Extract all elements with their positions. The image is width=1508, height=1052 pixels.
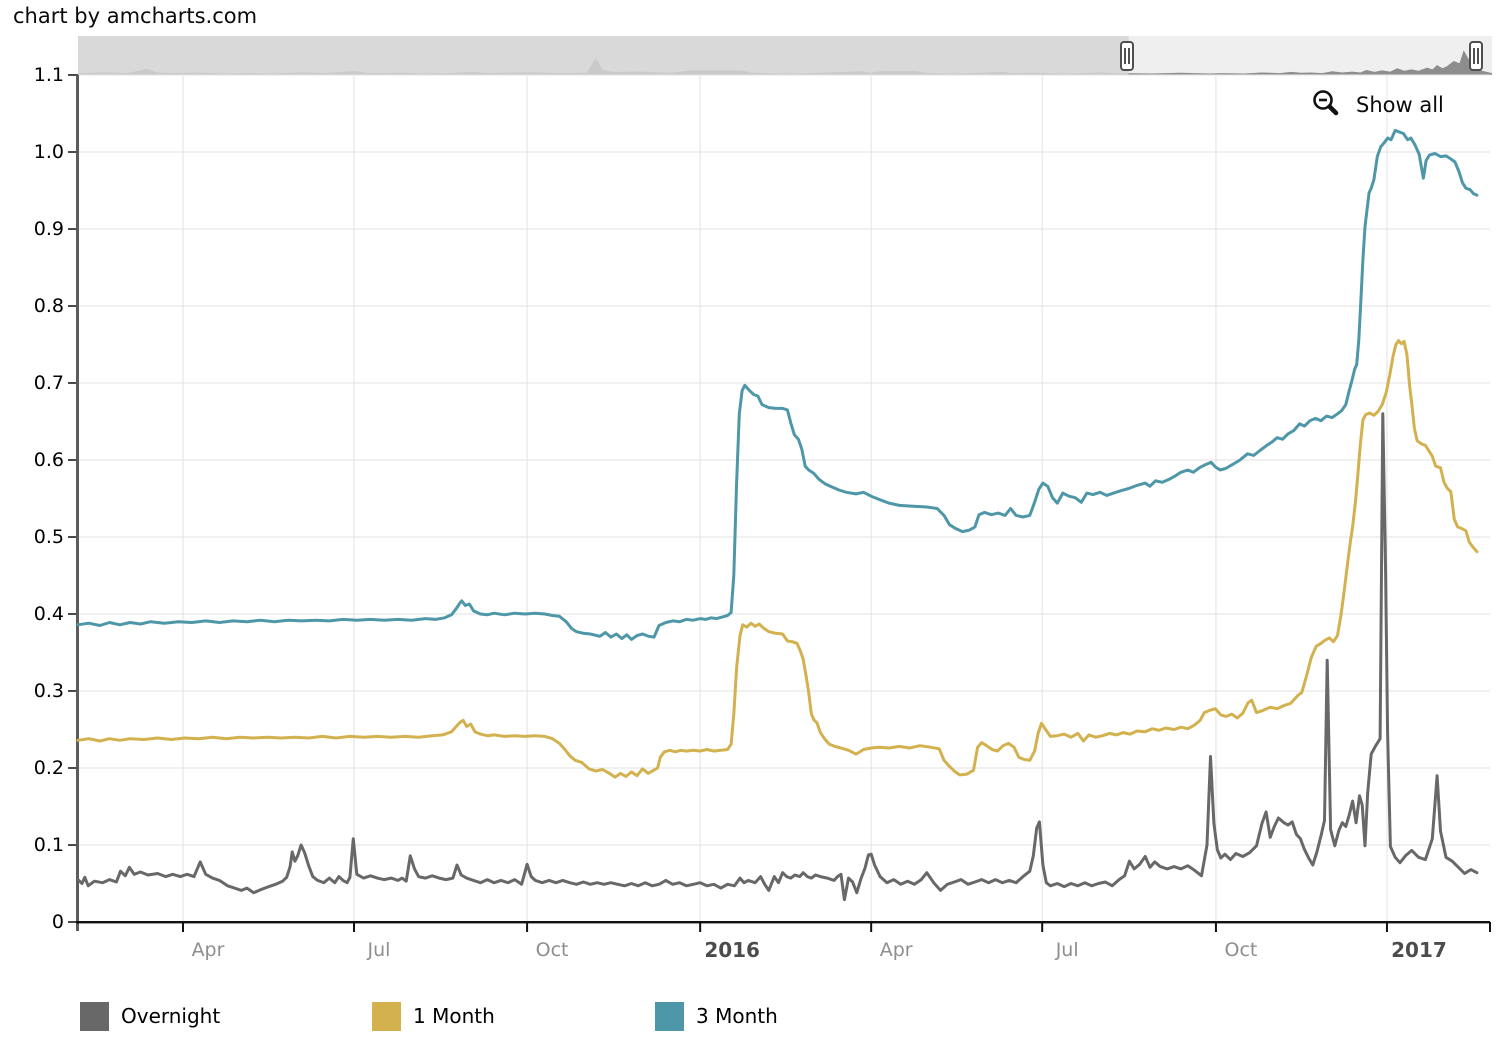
y-axis-label: 0.9 bbox=[33, 218, 64, 240]
y-axis-label: 0.6 bbox=[33, 449, 64, 471]
y-axis-tick bbox=[68, 690, 78, 692]
drag-grip-icon bbox=[1124, 48, 1130, 64]
x-axis-tick bbox=[353, 922, 356, 932]
x-axis-label: Oct bbox=[535, 939, 569, 961]
y-axis-label: 0.1 bbox=[33, 834, 64, 856]
y-axis-label: 1.0 bbox=[33, 141, 64, 163]
x-axis-tick bbox=[1041, 922, 1044, 932]
x-axis-tick bbox=[1214, 922, 1217, 932]
scrollbar-preview-chart bbox=[78, 36, 1492, 75]
series-line-overnight bbox=[76, 412, 1479, 902]
x-axis-end-tick bbox=[1489, 922, 1491, 932]
y-axis-tick bbox=[68, 459, 78, 461]
zoom-out-icon bbox=[1313, 90, 1339, 116]
series-line-1-month bbox=[76, 339, 1479, 779]
x-axis-line bbox=[76, 921, 1490, 924]
scrollbar-left-handle[interactable] bbox=[1120, 41, 1134, 71]
y-axis-label: 0.7 bbox=[33, 372, 64, 394]
series-line-3-month bbox=[76, 128, 1479, 641]
legend-marker-overnight bbox=[80, 1001, 109, 1031]
y-axis-tick bbox=[68, 613, 78, 615]
x-axis-label: Jul bbox=[1055, 939, 1079, 961]
chart-branding: chart by amcharts.com bbox=[13, 4, 258, 28]
x-axis-label: Oct bbox=[1224, 939, 1258, 961]
legend-marker-1-month bbox=[372, 1001, 401, 1031]
x-axis-tick bbox=[526, 922, 529, 932]
x-axis-tick bbox=[870, 922, 873, 932]
y-axis-tick bbox=[68, 151, 78, 153]
scrollbar-preview-silhouette bbox=[78, 50, 1492, 75]
y-axis-label: 0.5 bbox=[33, 526, 64, 548]
y-axis-tick bbox=[68, 767, 78, 769]
show-all-button[interactable]: Show all bbox=[1310, 88, 1444, 122]
x-axis-label: Jul bbox=[367, 939, 391, 961]
x-axis-label: 2016 bbox=[704, 938, 760, 962]
x-axis-label: Apr bbox=[879, 939, 913, 961]
y-axis-label: 0 bbox=[51, 911, 64, 933]
y-axis-label: 0.2 bbox=[33, 757, 64, 779]
legend: Overnight 1 Month 3 Month bbox=[0, 1001, 1508, 1037]
x-axis-tick bbox=[1385, 922, 1388, 932]
y-axis-tick bbox=[68, 305, 78, 307]
legend-item-1-month[interactable]: 1 Month bbox=[372, 1001, 495, 1031]
show-all-label: Show all bbox=[1356, 93, 1444, 117]
y-axis-tick bbox=[68, 228, 78, 230]
y-axis-line bbox=[76, 75, 79, 931]
y-axis-label: 0.8 bbox=[33, 295, 64, 317]
x-axis-label: Apr bbox=[191, 939, 225, 961]
y-axis-label: 0.4 bbox=[33, 603, 64, 625]
drag-grip-icon bbox=[1473, 48, 1479, 64]
legend-label: 1 Month bbox=[413, 1004, 495, 1028]
y-axis-label: 1.1 bbox=[33, 64, 64, 86]
legend-item-3-month[interactable]: 3 Month bbox=[655, 1001, 778, 1031]
y-axis-tick bbox=[68, 74, 78, 76]
y-axis-tick bbox=[68, 844, 78, 846]
y-axis-tick bbox=[68, 921, 78, 923]
legend-label: 3 Month bbox=[696, 1004, 778, 1028]
scrollbar-right-handle[interactable] bbox=[1469, 41, 1483, 71]
y-axis-tick bbox=[68, 382, 78, 384]
y-axis-label: 0.3 bbox=[33, 680, 64, 702]
legend-marker-3-month bbox=[655, 1001, 684, 1031]
scrollbar-unselected-overlay bbox=[78, 36, 1129, 75]
x-axis-tick bbox=[182, 922, 184, 932]
legend-label: Overnight bbox=[121, 1004, 221, 1028]
scrollbar-track[interactable] bbox=[78, 36, 1492, 76]
y-axis-tick bbox=[68, 536, 78, 538]
x-axis-tick bbox=[699, 922, 702, 932]
x-axis-label: 2017 bbox=[1391, 938, 1447, 962]
legend-item-overnight[interactable]: Overnight bbox=[80, 1001, 220, 1031]
